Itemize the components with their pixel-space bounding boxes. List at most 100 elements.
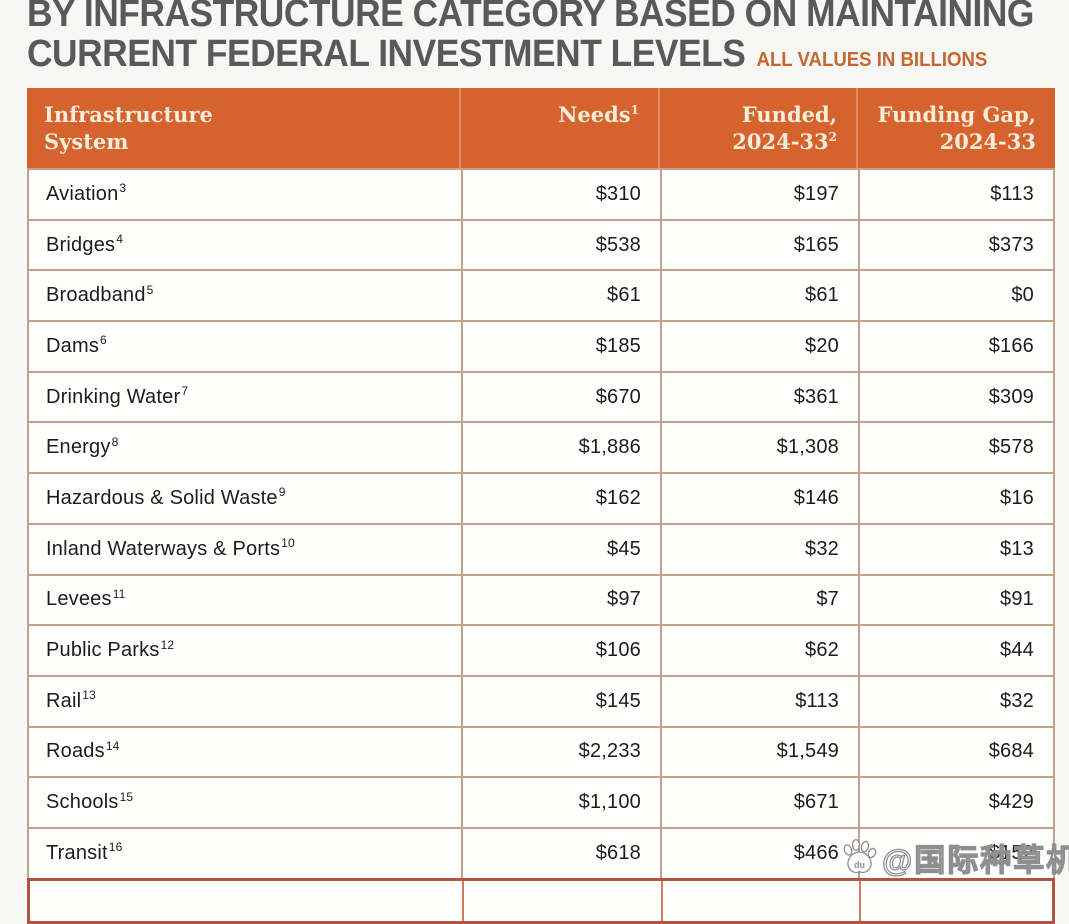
table-row: Bridges 4 $538 $165 $373 xyxy=(29,218,1053,270)
table-row: Drinking Water 7 $670 $361 $309 xyxy=(29,370,1053,422)
column-header-infrastructure-system: Infrastructure System xyxy=(27,88,459,168)
table-row: Transit 16 $618 $466 $152 xyxy=(29,826,1053,878)
funded-value-cell: $671 xyxy=(660,778,858,827)
funding-gap-value-cell: $44 xyxy=(858,626,1053,675)
table-row: Inland Waterways & Ports 10 $45 $32 $13 xyxy=(29,522,1053,574)
needs-value-cell: $145 xyxy=(461,676,660,726)
system-cell: Hazardous & Solid Waste 9 xyxy=(46,485,286,509)
system-name: Broadband xyxy=(46,284,146,307)
needs-value-cell: $1,886 xyxy=(461,423,660,473)
funded-value-cell: $146 xyxy=(660,474,858,523)
funded-value-cell: $361 xyxy=(660,372,858,422)
system-cell: Transit 16 xyxy=(46,840,123,864)
funding-gap-value-cell: $578 xyxy=(858,423,1053,473)
page-title: BY INFRASTRUCTURE CATEGORY BASED ON MAIN… xyxy=(27,0,1034,80)
system-name: Levees xyxy=(46,588,112,611)
funding-gap-value-cell: $113 xyxy=(858,170,1053,219)
table-row: Public Parks 12 $106 $62 $44 xyxy=(29,624,1053,675)
column-header-funding-gap: Funding Gap, 2024-33 xyxy=(856,88,1055,168)
funded-value-cell: $1,549 xyxy=(660,727,858,777)
funded-value-cell: $62 xyxy=(660,626,858,675)
totals-cell xyxy=(462,880,661,921)
system-name: Schools xyxy=(46,791,119,814)
totals-cell xyxy=(859,880,1052,921)
footnote-marker: 1 xyxy=(630,103,639,117)
system-name: Aviation xyxy=(46,182,119,205)
page-title-line1: BY INFRASTRUCTURE CATEGORY BASED ON MAIN… xyxy=(27,0,1034,35)
needs-value-cell: $1,100 xyxy=(461,778,660,827)
funding-gap-value-cell: $0 xyxy=(858,271,1053,321)
funded-value-cell: $165 xyxy=(660,220,858,270)
table-row: Schools 15 $1,100 $671 $429 xyxy=(29,776,1053,827)
system-name: Public Parks xyxy=(46,639,160,662)
funded-value-cell: $466 xyxy=(660,828,858,878)
funding-gap-value-cell: $166 xyxy=(858,322,1053,371)
table-header-row: Infrastructure System Needs1 Funded, 202… xyxy=(27,88,1055,168)
totals-row-cutoff xyxy=(27,877,1055,924)
system-cell: Dams 6 xyxy=(46,333,107,357)
needs-value-cell: $670 xyxy=(461,372,660,422)
funding-gap-value-cell: $309 xyxy=(858,372,1053,422)
infrastructure-funding-table: Infrastructure System Needs1 Funded, 202… xyxy=(27,88,1055,924)
system-cell: Roads 14 xyxy=(46,738,120,763)
system-name: Hazardous & Solid Waste xyxy=(46,486,278,509)
header-line: System xyxy=(44,129,129,154)
title-units-note: ALL VALUES IN BILLIONS xyxy=(756,49,988,71)
page-title-line2-wrap: CURRENT FEDERAL INVESTMENT LEVELS ALL VAL… xyxy=(27,34,994,80)
header-line: 2024-33 xyxy=(732,129,829,154)
table-row: Broadband 5 $61 $61 $0 xyxy=(29,269,1053,321)
needs-value-cell: $106 xyxy=(461,626,660,675)
table-row: Hazardous & Solid Waste 9 $162 $146 $16 xyxy=(29,472,1053,523)
system-cell: Aviation 3 xyxy=(46,181,127,205)
table-row: Energy 8 $1,886 $1,308 $578 xyxy=(29,421,1053,473)
system-name: Transit xyxy=(46,841,108,864)
system-name: Dams xyxy=(46,334,100,357)
system-name: Energy xyxy=(46,436,111,459)
system-cell: Public Parks 12 xyxy=(46,637,175,662)
needs-value-cell: $538 xyxy=(461,220,660,270)
header-line: 2024-33 xyxy=(939,129,1036,154)
table-body: Aviation 3 $310 $197 $113 Bridges 4 $538 $… xyxy=(27,168,1055,878)
funding-gap-value-cell: $373 xyxy=(858,220,1053,270)
header-line: Funding Gap, xyxy=(877,102,1036,127)
needs-value-cell: $618 xyxy=(461,828,660,878)
system-cell: Rail 13 xyxy=(46,688,97,712)
funding-gap-value-cell: $32 xyxy=(858,676,1053,726)
needs-value-cell: $2,233 xyxy=(461,727,660,777)
funding-gap-value-cell: $684 xyxy=(858,727,1053,777)
funded-value-cell: $20 xyxy=(660,322,858,371)
page-title-line2: CURRENT FEDERAL INVESTMENT LEVELS xyxy=(27,33,746,75)
system-cell: Drinking Water 7 xyxy=(46,384,189,408)
table-row: Aviation 3 $310 $197 $113 xyxy=(29,168,1053,219)
funding-gap-value-cell: $13 xyxy=(858,524,1053,574)
system-cell: Inland Waterways & Ports 10 xyxy=(46,536,295,560)
needs-value-cell: $61 xyxy=(461,271,660,321)
table-row: Dams 6 $185 $20 $166 xyxy=(29,320,1053,371)
needs-value-cell: $185 xyxy=(461,322,660,371)
system-cell: Energy 8 xyxy=(46,434,119,459)
funded-value-cell: $1,308 xyxy=(660,423,858,473)
needs-value-cell: $97 xyxy=(461,575,660,625)
header-line: Needs xyxy=(558,102,631,127)
funding-gap-value-cell: $152 xyxy=(858,828,1053,878)
funded-value-cell: $61 xyxy=(660,271,858,321)
funded-value-cell: $113 xyxy=(660,676,858,726)
system-name: Rail xyxy=(46,689,82,712)
needs-value-cell: $162 xyxy=(461,474,660,523)
funding-gap-value-cell: $91 xyxy=(858,575,1053,625)
system-name: Inland Waterways & Ports xyxy=(46,537,281,560)
totals-cell xyxy=(661,880,859,921)
column-header-funded: Funded, 2024-332 xyxy=(658,88,856,168)
funded-value-cell: $7 xyxy=(660,575,858,625)
totals-cell xyxy=(30,881,462,921)
table-row: Roads 14 $2,233 $1,549 $684 xyxy=(29,725,1053,777)
table-row: Rail 13 $145 $113 $32 xyxy=(29,674,1053,726)
funded-value-cell: $32 xyxy=(660,524,858,574)
system-name: Drinking Water xyxy=(46,385,181,408)
system-cell: Schools 15 xyxy=(46,789,134,814)
funding-gap-value-cell: $429 xyxy=(858,778,1053,827)
footnote-marker: 2 xyxy=(828,130,837,144)
header-line: Funded, xyxy=(741,102,837,127)
system-cell: Bridges 4 xyxy=(46,232,124,256)
system-cell: Levees 11 xyxy=(46,586,126,611)
